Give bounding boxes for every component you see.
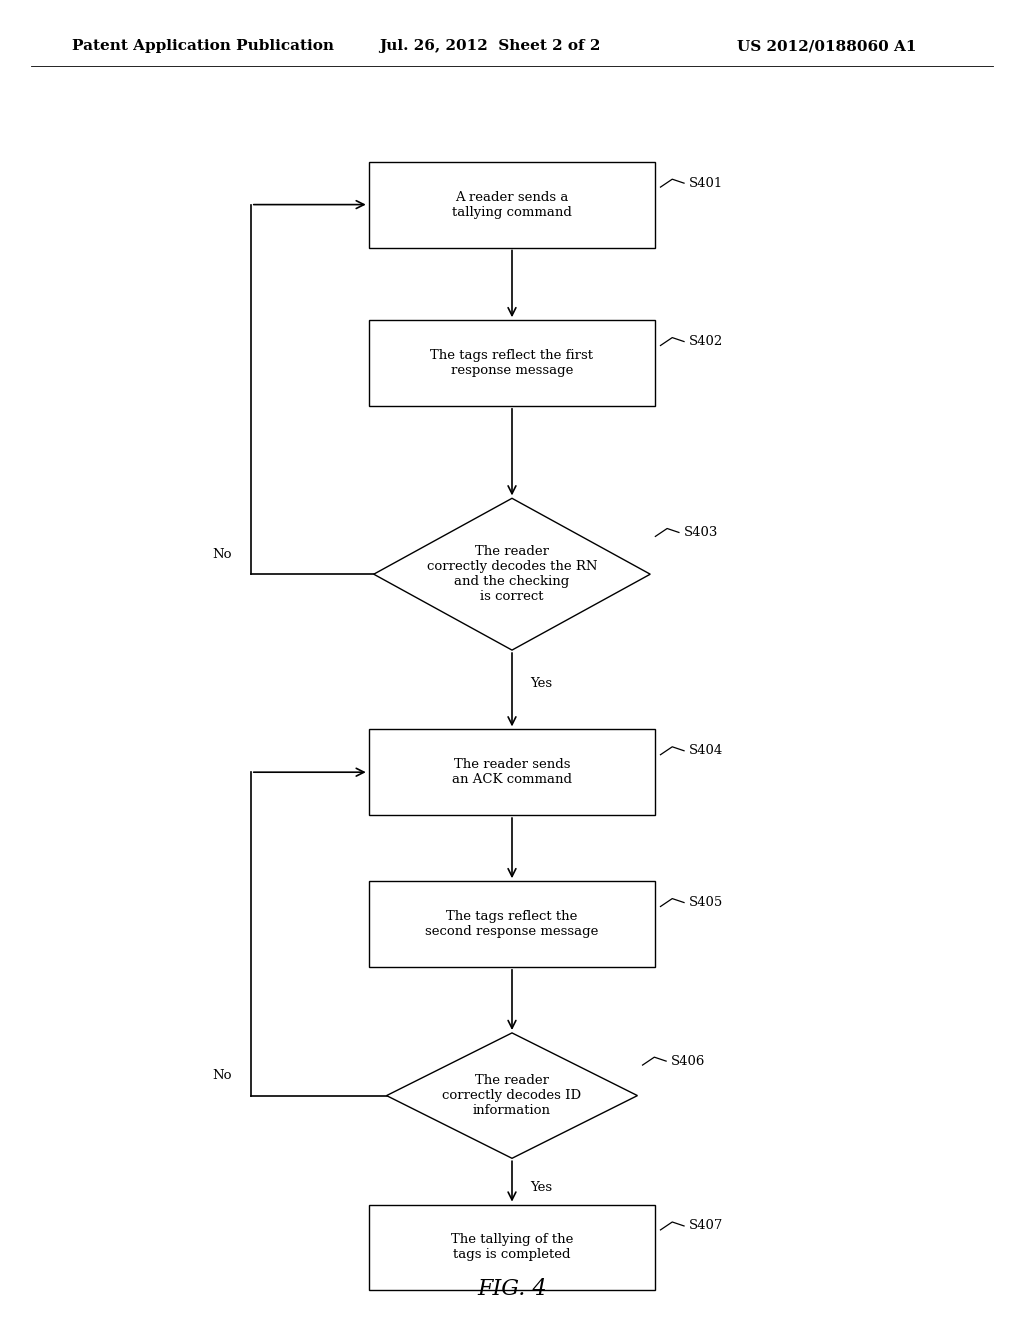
Text: US 2012/0188060 A1: US 2012/0188060 A1 — [737, 40, 916, 53]
FancyBboxPatch shape — [369, 882, 655, 966]
Text: The tags reflect the first
response message: The tags reflect the first response mess… — [430, 348, 594, 378]
FancyBboxPatch shape — [369, 319, 655, 407]
FancyBboxPatch shape — [369, 162, 655, 248]
Text: Jul. 26, 2012  Sheet 2 of 2: Jul. 26, 2012 Sheet 2 of 2 — [379, 40, 600, 53]
Text: S404: S404 — [689, 744, 723, 758]
Text: The reader sends
an ACK command: The reader sends an ACK command — [452, 758, 572, 787]
Text: FIG. 4: FIG. 4 — [477, 1278, 547, 1300]
Text: The tags reflect the
second response message: The tags reflect the second response mes… — [425, 909, 599, 939]
Text: S403: S403 — [684, 525, 719, 539]
Text: Yes: Yes — [530, 1181, 553, 1193]
Text: The reader
correctly decodes ID
information: The reader correctly decodes ID informat… — [442, 1074, 582, 1117]
Text: A reader sends a
tallying command: A reader sends a tallying command — [452, 190, 572, 219]
Text: S402: S402 — [689, 335, 723, 348]
Text: S406: S406 — [672, 1055, 706, 1068]
Text: The tallying of the
tags is completed: The tallying of the tags is completed — [451, 1233, 573, 1262]
Text: S407: S407 — [689, 1220, 724, 1233]
FancyBboxPatch shape — [369, 729, 655, 816]
Text: The reader
correctly decodes the RN
and the checking
is correct: The reader correctly decodes the RN and … — [427, 545, 597, 603]
Text: No: No — [212, 1069, 232, 1082]
Polygon shape — [387, 1032, 637, 1159]
Text: S405: S405 — [689, 896, 723, 909]
Text: Yes: Yes — [530, 677, 553, 689]
Text: S401: S401 — [689, 177, 723, 190]
Polygon shape — [374, 499, 650, 651]
Text: No: No — [212, 548, 232, 561]
Text: Patent Application Publication: Patent Application Publication — [72, 40, 334, 53]
FancyBboxPatch shape — [369, 1204, 655, 1291]
